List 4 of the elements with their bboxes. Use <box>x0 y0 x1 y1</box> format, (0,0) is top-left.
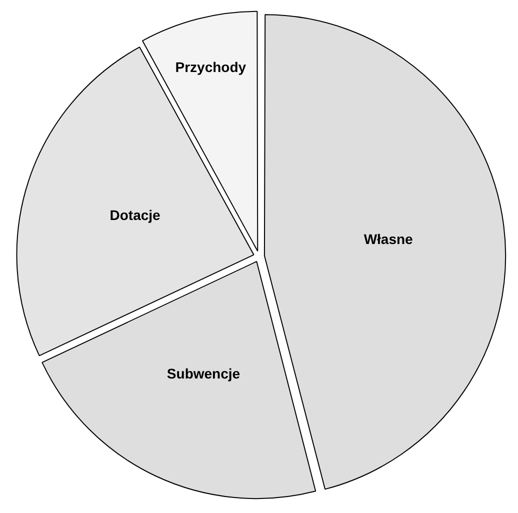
slice-label: Subwencje <box>166 365 240 382</box>
slice-label: Dotacje <box>110 207 161 224</box>
slice-label: Przychody <box>175 59 246 76</box>
slice-label: Własne <box>364 231 414 248</box>
